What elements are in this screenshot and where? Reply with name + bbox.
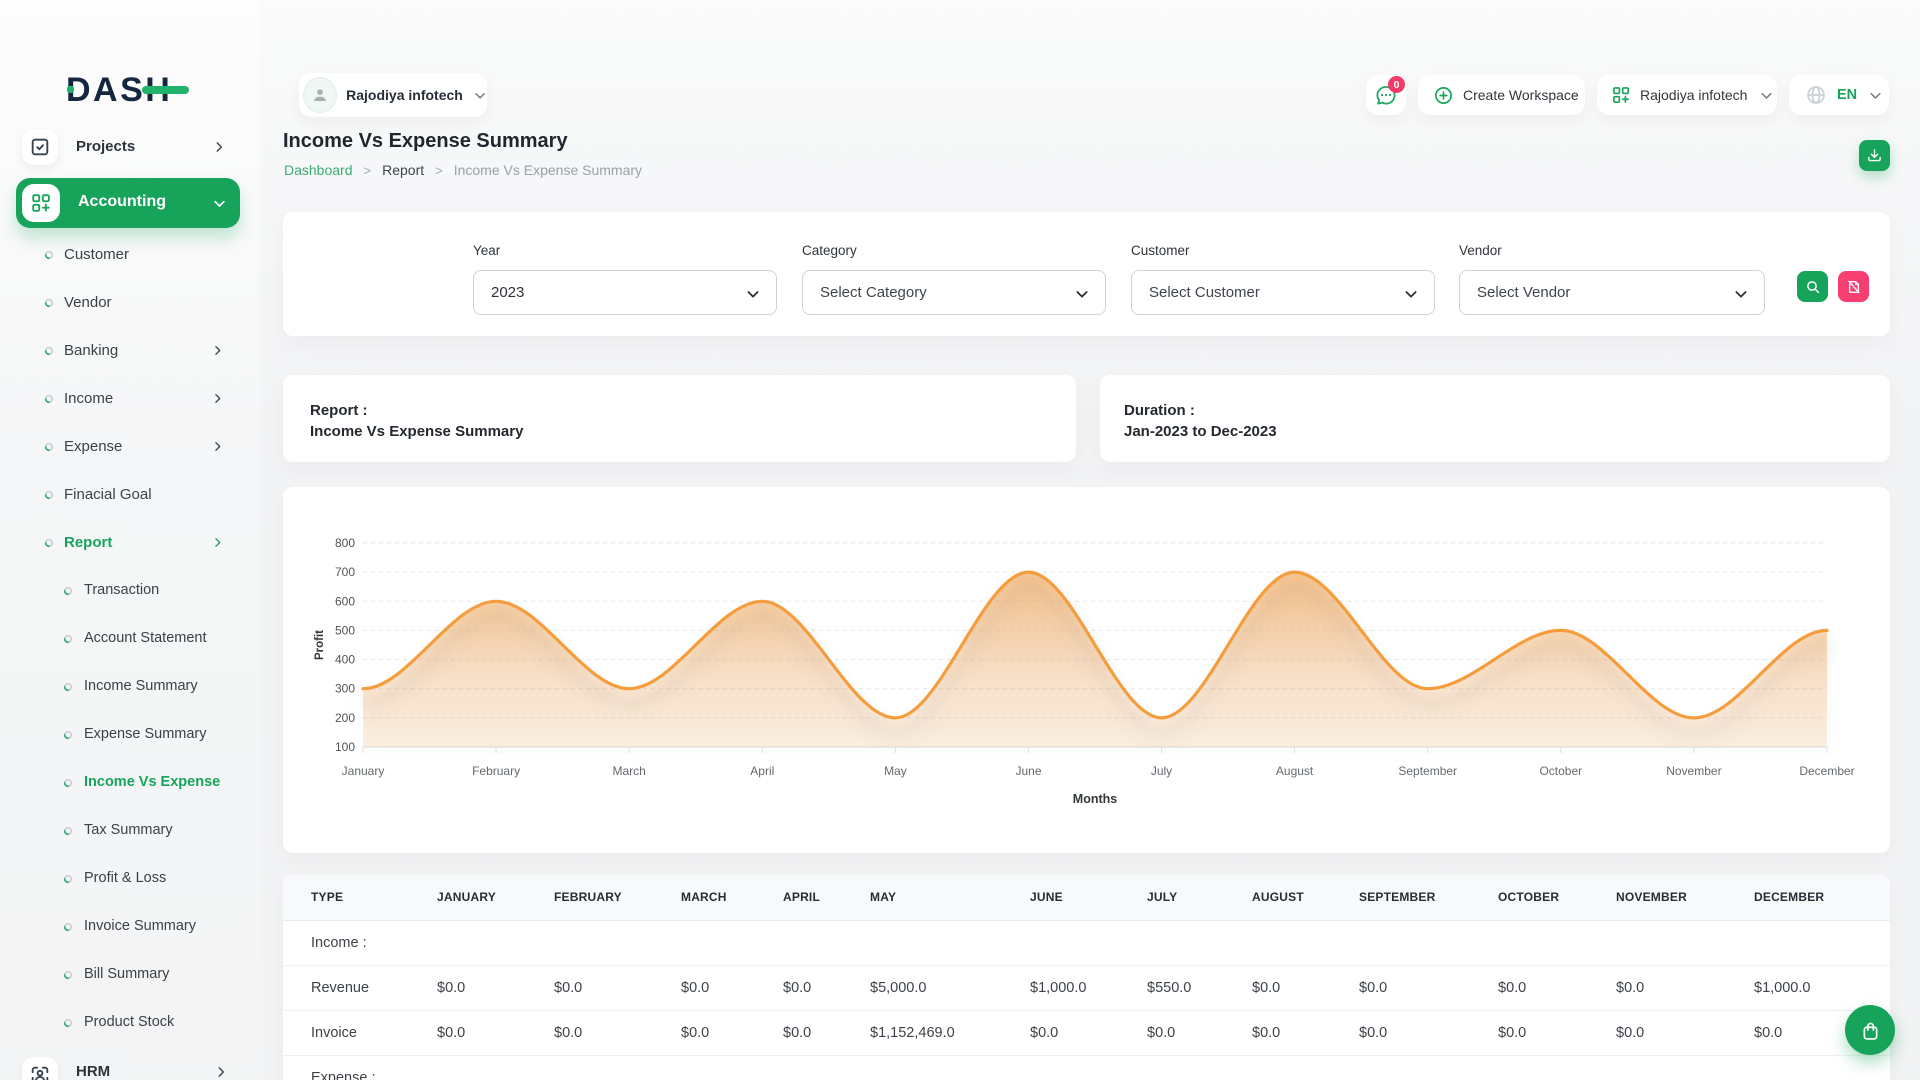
svg-text:January: January [342, 764, 385, 778]
svg-text:700: 700 [335, 565, 355, 579]
svg-text:February: February [472, 764, 520, 778]
svg-text:December: December [1799, 764, 1854, 778]
svg-text:July: July [1151, 764, 1172, 778]
svg-text:June: June [1015, 764, 1041, 778]
svg-text:September: September [1398, 764, 1457, 778]
svg-text:800: 800 [335, 536, 355, 550]
svg-text:Profit: Profit [314, 630, 326, 660]
svg-text:400: 400 [335, 653, 355, 667]
svg-text:100: 100 [335, 740, 355, 754]
svg-text:November: November [1666, 764, 1721, 778]
svg-text:Months: Months [1073, 792, 1117, 806]
svg-text:October: October [1539, 764, 1582, 778]
svg-text:April: April [750, 764, 774, 778]
svg-text:600: 600 [335, 594, 355, 608]
svg-text:500: 500 [335, 623, 355, 637]
svg-text:August: August [1276, 764, 1314, 778]
svg-text:200: 200 [335, 711, 355, 725]
svg-text:300: 300 [335, 682, 355, 696]
svg-text:May: May [884, 764, 907, 778]
svg-text:March: March [613, 764, 646, 778]
